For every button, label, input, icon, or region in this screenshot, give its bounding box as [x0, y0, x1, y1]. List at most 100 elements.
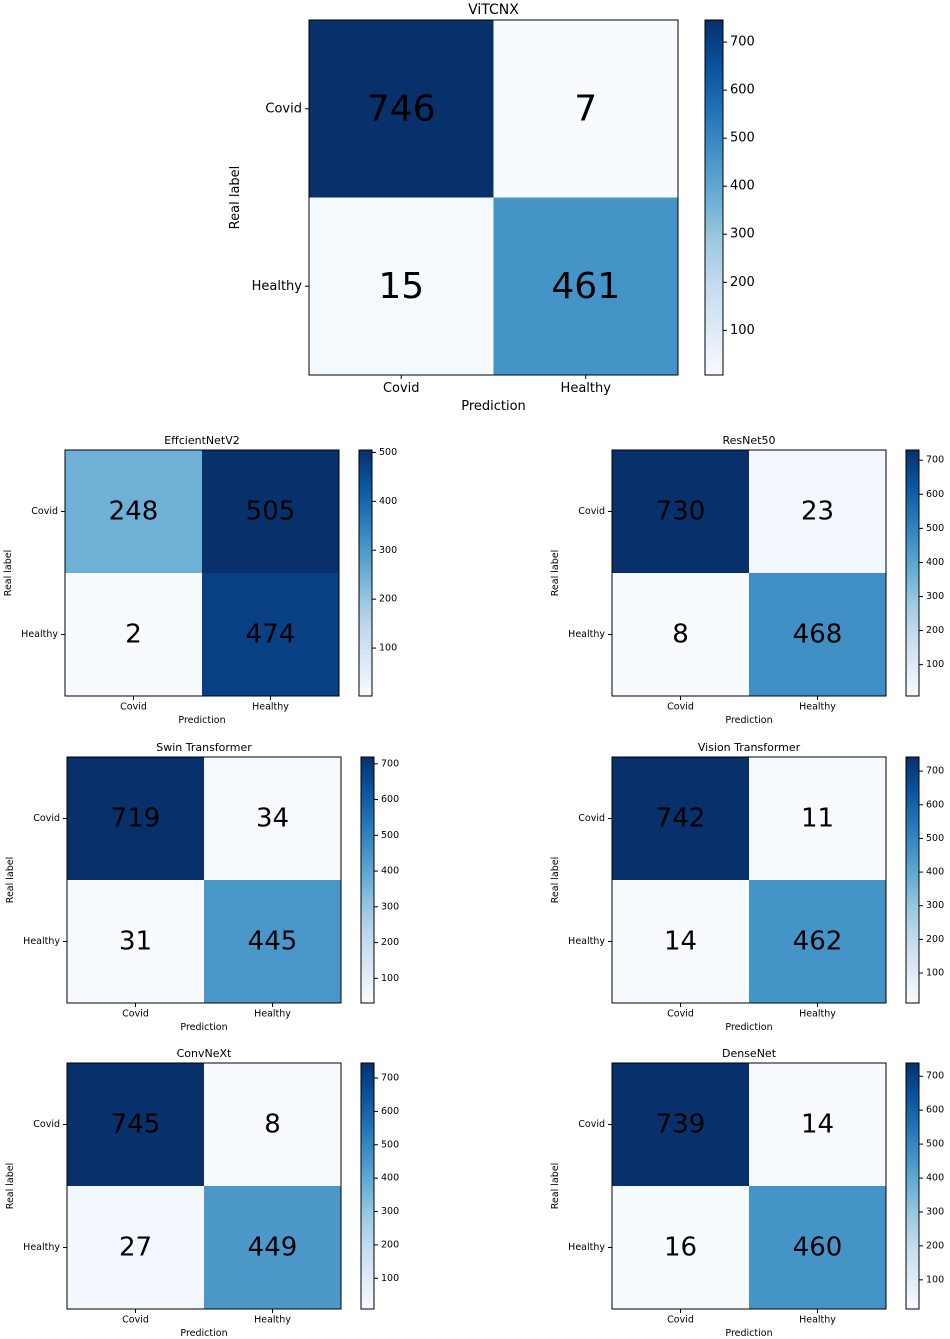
colorbar-tick-label: 500: [381, 1139, 399, 1150]
cell-value-label: 14: [801, 1110, 834, 1140]
confusion-matrix-panel-1: ViTCNX 746 7 15 461 Covid Healthy Prediction Cov…: [228, 2, 755, 414]
y-axis-label: Real label: [550, 857, 561, 903]
confusion-matrix-panel-5: Vision Transformer 742 11 14 462 Covid Healthy…: [550, 741, 944, 1033]
heatmap-cell: [749, 1063, 886, 1186]
cell-value-label: 460: [793, 1233, 843, 1263]
colorbar: [704, 19, 724, 376]
x-tick-label: Covid: [122, 1315, 149, 1326]
cell-value-label: 719: [111, 804, 161, 834]
colorbar: [360, 1062, 375, 1310]
y-tick-label: Healthy: [568, 629, 605, 640]
x-tick-label: Covid: [120, 702, 147, 713]
cell-value-label: 461: [551, 266, 620, 307]
colorbar-tick-label: 600: [926, 799, 944, 810]
x-tick-label: Healthy: [561, 381, 612, 396]
heatmap-cell: [67, 880, 204, 1003]
chart-title: DenseNet: [722, 1047, 777, 1060]
heatmap-cell: [612, 1186, 749, 1309]
chart-title: ResNet50: [723, 434, 776, 447]
y-tick-label: Healthy: [568, 1242, 605, 1253]
colorbar: [905, 756, 920, 1004]
x-tick-label: Covid: [122, 1009, 149, 1020]
colorbar-tick-label: 200: [379, 594, 397, 605]
colorbar-tick-label: 100: [730, 323, 755, 338]
heatmap-cell: [612, 1063, 749, 1186]
colorbar-tick-label: 300: [379, 545, 397, 556]
colorbar-tick-label: 400: [730, 179, 755, 194]
colorbar-tick-label: 400: [379, 496, 397, 507]
y-axis-label: Real label: [550, 1163, 561, 1209]
heatmap-frame: [66, 1062, 342, 1310]
colorbar-tick-label: 100: [381, 1273, 399, 1284]
colorbar-tick-label: 200: [730, 275, 755, 290]
colorbar-tick-label: 100: [926, 1274, 944, 1285]
heatmap-cell: [65, 450, 202, 573]
x-tick-label: Covid: [667, 1009, 694, 1020]
colorbar-tick-label: 500: [926, 833, 944, 844]
cell-value-label: 248: [109, 497, 159, 527]
heatmap-cell: [493, 20, 678, 198]
y-tick-label: Healthy: [568, 936, 605, 947]
colorbar-tick-label: 300: [926, 1206, 944, 1217]
colorbar-tick-label: 600: [730, 83, 755, 98]
heatmap-cell: [749, 880, 886, 1003]
colorbar-tick-label: 600: [381, 794, 399, 805]
y-tick-label: Healthy: [23, 1242, 60, 1253]
confusion-matrix-panel-2: EffcientNetV2 248 505 2 474 Covid Healthy Predi…: [3, 434, 397, 726]
cell-value-label: 7: [574, 88, 597, 129]
colorbar-tick-label: 500: [926, 523, 944, 534]
x-tick-label: Healthy: [799, 1009, 836, 1020]
cell-value-label: 15: [378, 266, 424, 307]
colorbar: [360, 756, 375, 1004]
y-axis-label: Real label: [228, 166, 243, 230]
colorbar-tick-label: 400: [926, 867, 944, 878]
cell-value-label: 16: [664, 1233, 697, 1263]
y-tick-label: Covid: [33, 1119, 60, 1130]
x-axis-label: Prediction: [461, 399, 526, 414]
heatmap-frame: [64, 449, 340, 697]
heatmap-cell: [493, 197, 678, 375]
heatmap-cell: [202, 450, 339, 573]
cell-value-label: 14: [664, 927, 697, 957]
colorbar-tick-label: 700: [381, 758, 399, 769]
x-axis-label: Prediction: [178, 715, 225, 726]
x-axis-label: Prediction: [725, 1022, 772, 1033]
x-tick-label: Covid: [383, 381, 420, 396]
cell-value-label: 449: [248, 1233, 298, 1263]
cell-value-label: 31: [119, 927, 152, 957]
x-axis-label: Prediction: [180, 1328, 227, 1339]
colorbar-tick-label: 600: [381, 1106, 399, 1117]
cell-value-label: 8: [264, 1110, 281, 1140]
heatmap-cell: [309, 20, 494, 198]
cell-value-label: 730: [656, 497, 706, 527]
chart-title: Vision Transformer: [698, 741, 801, 754]
colorbar-tick-label: 200: [926, 934, 944, 945]
y-axis-label: Real label: [5, 857, 16, 903]
cell-value-label: 23: [801, 497, 834, 527]
x-tick-label: Healthy: [799, 702, 836, 713]
colorbar-tick-label: 300: [381, 901, 399, 912]
heatmap-cell: [204, 1063, 341, 1186]
cell-value-label: 445: [248, 927, 298, 957]
colorbar-tick-label: 300: [381, 1206, 399, 1217]
confusion-matrix-panel-7: DenseNet 739 14 16 460 Covid Healthy Prediction…: [550, 1047, 944, 1339]
colorbar-tick-label: 500: [730, 131, 755, 146]
x-tick-label: Covid: [667, 702, 694, 713]
colorbar-tick-label: 700: [926, 1071, 944, 1082]
colorbar-tick-label: 700: [730, 35, 755, 50]
x-axis-label: Prediction: [725, 1328, 772, 1339]
heatmap-cell: [67, 1063, 204, 1186]
heatmap-cell: [612, 757, 749, 880]
confusion-matrix-panel-3: ResNet50 730 23 8 468 Covid Healthy Prediction C…: [550, 434, 944, 726]
heatmap-frame: [308, 19, 679, 376]
colorbar-tick-label: 400: [381, 866, 399, 877]
cell-value-label: 11: [801, 804, 834, 834]
y-tick-label: Covid: [578, 506, 605, 517]
colorbar-tick-label: 400: [926, 1173, 944, 1184]
chart-title: Swin Transformer: [156, 741, 252, 754]
heatmap-cell: [749, 573, 886, 696]
heatmap-cell: [309, 197, 494, 375]
colorbar-tick-label: 600: [926, 1105, 944, 1116]
colorbar-tick-label: 100: [926, 968, 944, 979]
